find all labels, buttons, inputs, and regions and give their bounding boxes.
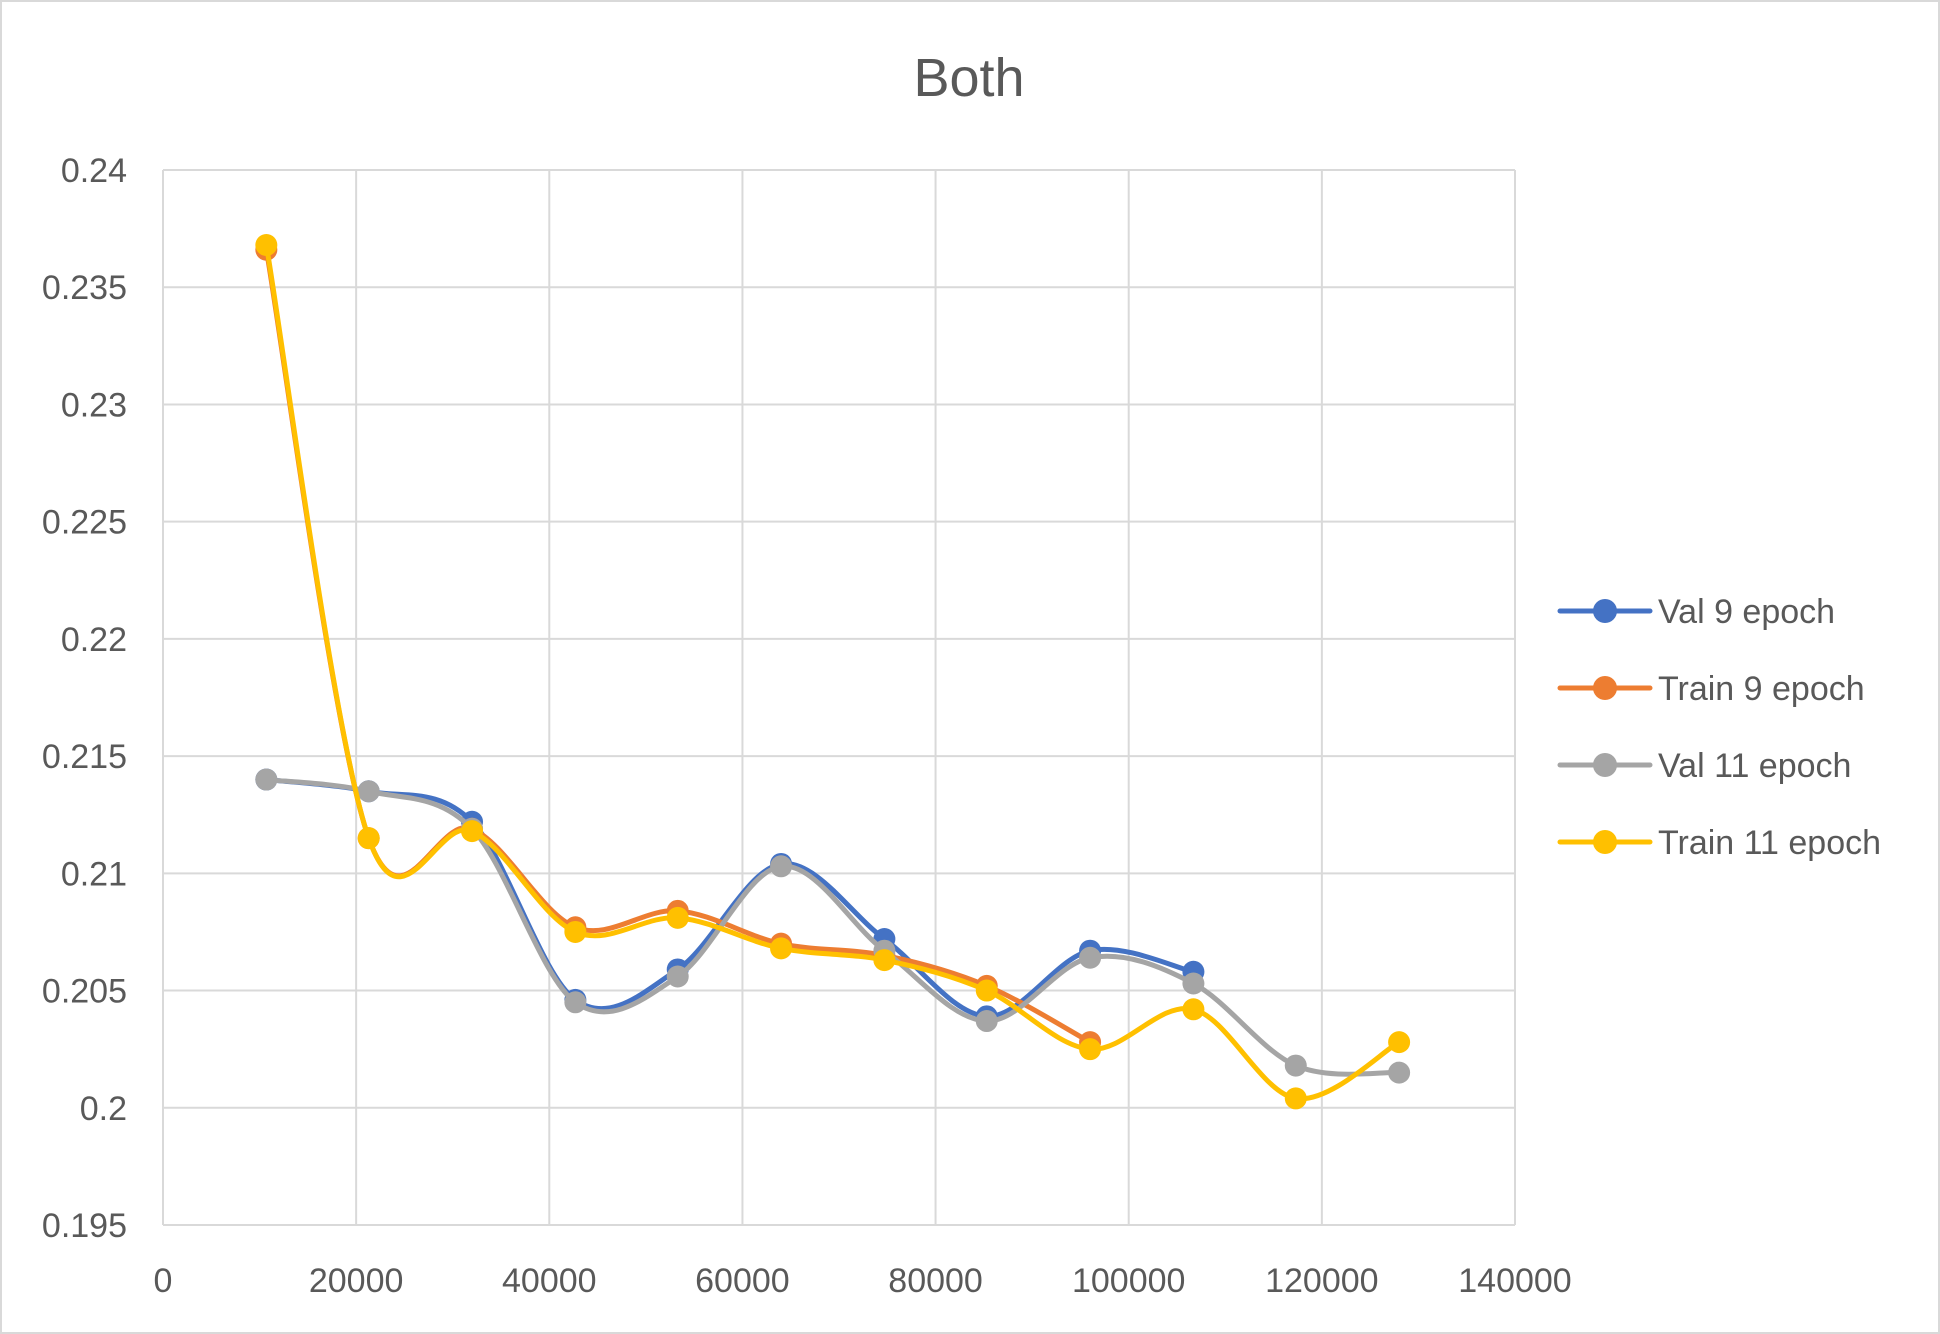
y-tick-label: 0.22 [61,621,127,659]
legend-label: Train 11 epoch [1658,824,1881,862]
data-point [357,827,380,850]
data-point [1182,972,1205,995]
data-point [1182,998,1205,1021]
data-point [975,1010,998,1033]
data-point [564,991,587,1014]
y-tick-label: 0.205 [42,973,127,1011]
data-point [1284,1087,1307,1110]
data-point [255,234,278,257]
legend-item: Train 9 epoch [1557,670,1865,708]
data-point [1388,1061,1411,1084]
x-tick-label: 140000 [1458,1262,1571,1300]
x-tick-label: 100000 [1072,1262,1185,1300]
x-tick-label: 40000 [502,1262,597,1300]
data-point [1388,1031,1411,1054]
data-point [873,949,896,972]
legend-marker [1593,830,1617,854]
y-tick-label: 0.235 [42,269,127,307]
legend-item: Val 9 epoch [1557,593,1835,631]
series-lines [255,234,1411,1110]
data-point [666,965,689,988]
x-tick-label: 120000 [1265,1262,1378,1300]
legend: Val 9 epoch Train 9 epoch Val 11 epoch Trai… [1557,593,1881,862]
y-tick-label: 0.2 [80,1090,127,1128]
legend-marker [1593,753,1617,777]
legend-item: Val 11 epoch [1557,747,1851,785]
y-tick-label: 0.215 [42,738,127,776]
legend-label: Val 11 epoch [1658,747,1851,785]
y-tick-label: 0.21 [61,855,127,893]
data-point [255,768,278,791]
x-tick-label: 20000 [309,1262,404,1300]
legend-label: Val 9 epoch [1658,593,1835,631]
legend-item: Train 11 epoch [1557,824,1881,862]
data-point [564,920,587,943]
y-tick-label: 0.195 [42,1207,127,1245]
chart-title: Both [913,48,1024,108]
data-point [1079,1038,1102,1061]
x-tick-label: 80000 [888,1262,983,1300]
data-point [770,855,793,878]
data-point [770,937,793,960]
data-point [666,906,689,929]
legend-label: Train 9 epoch [1658,670,1865,708]
data-point [461,820,484,843]
y-tick-label: 0.23 [61,386,127,424]
data-point [975,979,998,1002]
x-tick-label: 60000 [695,1262,790,1300]
axes: 0 20000 40000 60000 80000 100000 120000 140000 0… [42,152,1572,1300]
y-tick-label: 0.225 [42,504,127,542]
series-train-11-epoch [255,234,1411,1110]
legend-marker [1593,599,1617,623]
data-point [357,780,380,803]
data-point [1284,1054,1307,1077]
legend-marker [1593,676,1617,700]
x-tick-label: 0 [154,1262,173,1300]
y-tick-label: 0.24 [61,152,127,190]
data-point [1079,946,1102,969]
